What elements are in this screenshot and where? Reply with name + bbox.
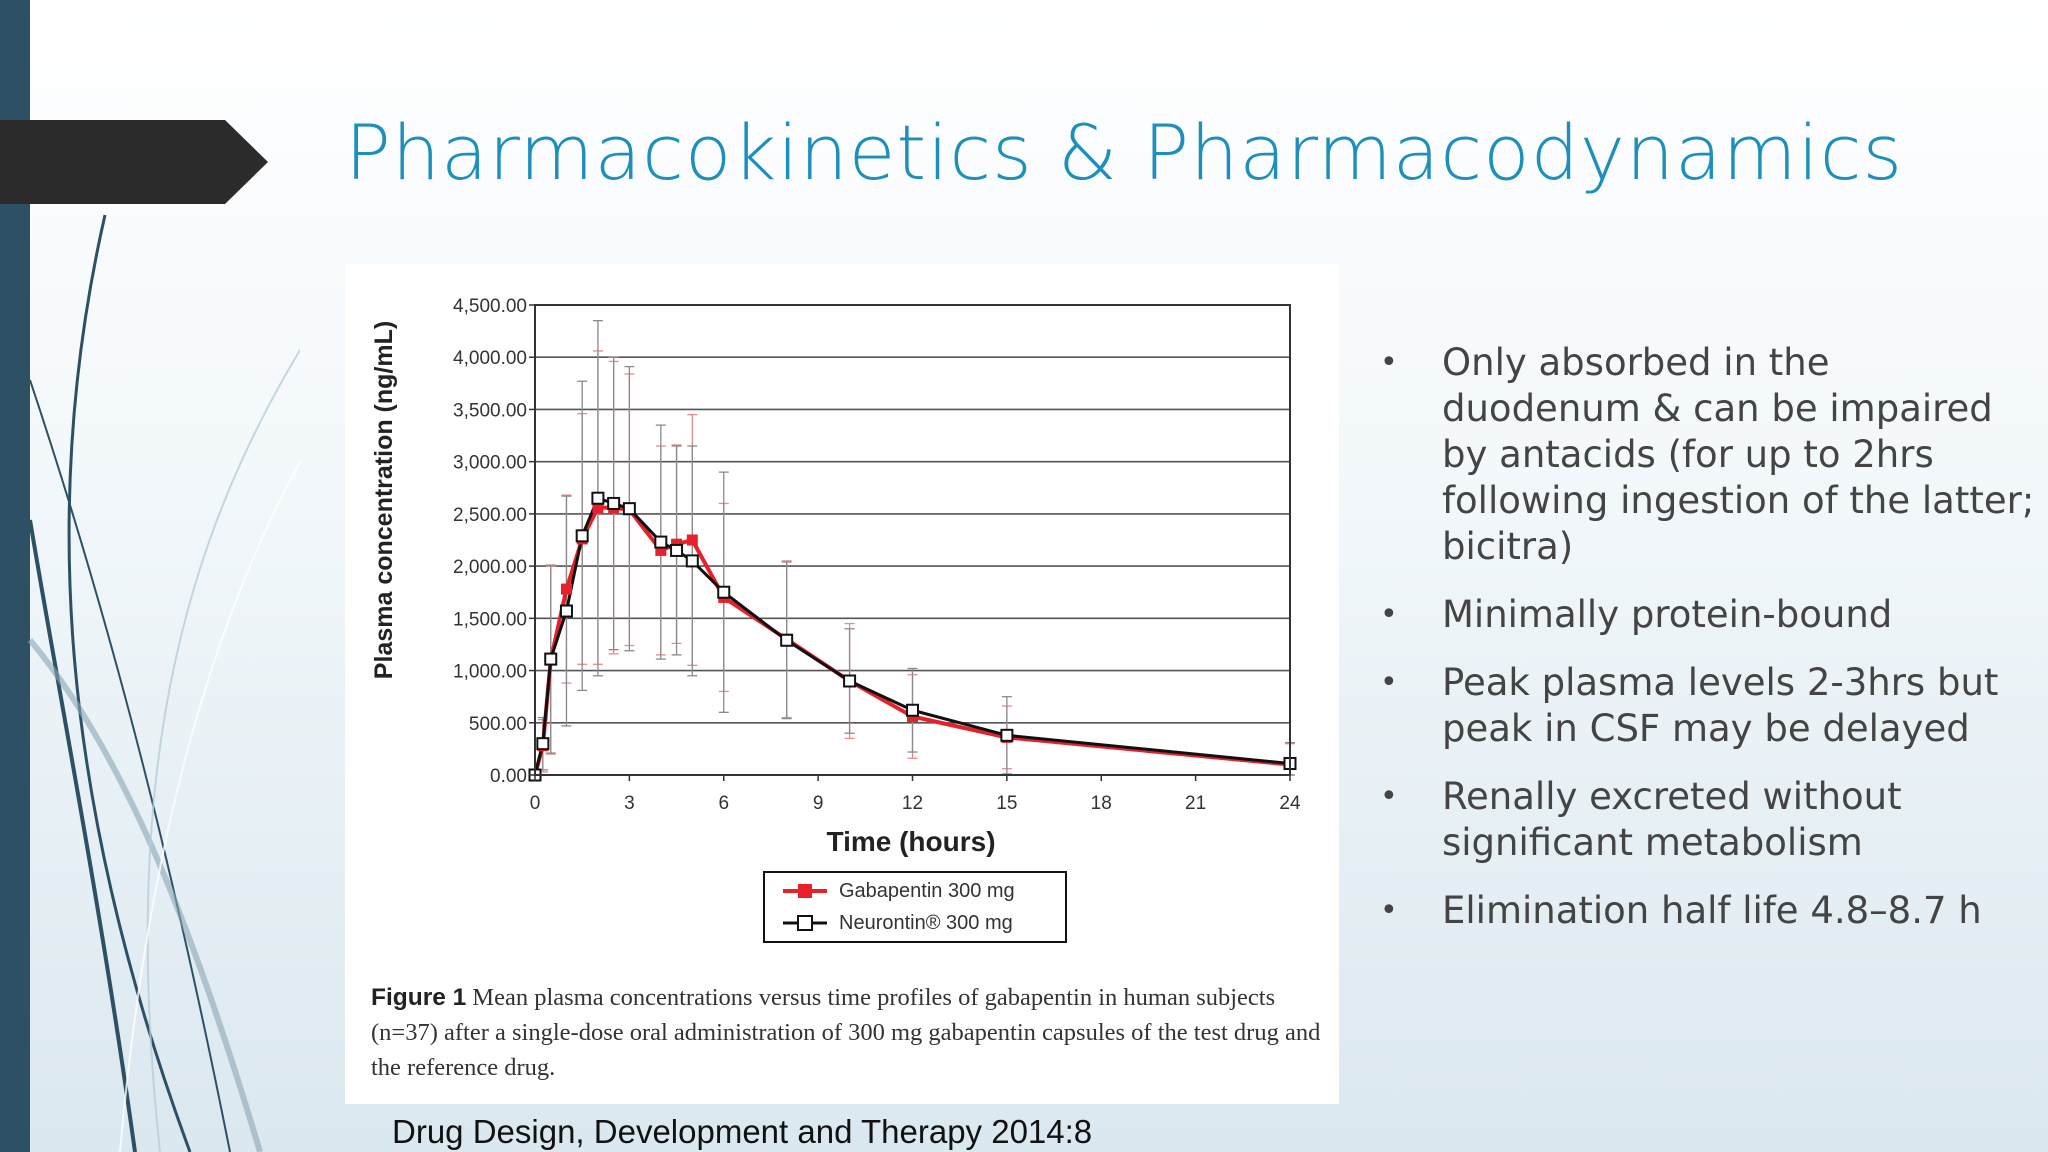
- y-tick-label: 500.00: [469, 714, 527, 735]
- data-point-neurontin: [780, 633, 794, 647]
- x-axis-title: Time (hours): [826, 826, 995, 857]
- chart-legend: Gabapentin 300 mg Neurontin® 300 mg: [763, 871, 1067, 943]
- decorative-swooshes: [27, 214, 300, 1152]
- bullet-dot-icon: •: [1380, 893, 1398, 928]
- legend-item-gabapentin: Gabapentin 300 mg: [783, 876, 1015, 906]
- legend-swatch-neurontin: [783, 915, 827, 931]
- bullet-text: Minimally protein-bound: [1442, 593, 1893, 636]
- y-tick-label: 3,000.00: [453, 453, 527, 474]
- x-tick-label: 21: [1185, 793, 1206, 814]
- data-point-neurontin: [685, 554, 699, 568]
- data-point-gabapentin: [655, 544, 667, 556]
- data-point-neurontin: [575, 529, 589, 543]
- y-tick-label: 2,500.00: [453, 505, 527, 526]
- pk-line-chart: 0.00 500.00 1,000.00 1,500.00 2,000.00 2,500.…: [370, 296, 1301, 857]
- legend-label-neurontin: Neurontin® 300 mg: [839, 911, 1013, 934]
- data-point-neurontin: [654, 535, 668, 549]
- x-tick-label: 9: [813, 793, 824, 814]
- x-tick-label: 12: [902, 793, 923, 814]
- plot-frame: [534, 304, 1291, 776]
- data-point-neurontin: [717, 585, 731, 599]
- x-tick-label: 3: [624, 793, 635, 814]
- swoosh-curve: [29, 379, 231, 1152]
- bullet-item: • Elimination half life 4.8–8.7 h: [1380, 888, 2040, 934]
- data-point-neurontin: [906, 703, 919, 717]
- swoosh-curve: [146, 349, 300, 1152]
- x-tick-label: 15: [996, 793, 1017, 814]
- data-point-neurontin: [536, 737, 550, 751]
- data-point-gabapentin: [686, 534, 698, 546]
- bullet-list: • Only absorbed in the duodenum & can be …: [1380, 340, 2040, 956]
- x-tick-label: 24: [1279, 793, 1301, 814]
- swoosh-curve: [67, 214, 192, 1152]
- legend-item-neurontin: Neurontin® 300 mg: [783, 908, 1013, 938]
- title-arrow-tab: [0, 120, 268, 204]
- bullet-dot-icon: •: [1380, 665, 1398, 700]
- legend-label-gabapentin: Gabapentin 300 mg: [839, 879, 1015, 902]
- bullet-item: • Renally excreted without significant me…: [1380, 774, 2040, 866]
- data-point-neurontin: [591, 491, 605, 505]
- bullet-dot-icon: •: [1380, 597, 1398, 632]
- y-tick-label: 4,000.00: [453, 348, 527, 369]
- axes: 0.00 500.00 1,000.00 1,500.00 2,000.00 2,500.…: [453, 296, 1301, 814]
- legend-swatch-gabapentin: [783, 884, 827, 898]
- y-tick-label: 3,500.00: [453, 400, 527, 421]
- swoosh-curve: [28, 519, 137, 1152]
- bullet-dot-icon: •: [1380, 345, 1398, 380]
- y-tick-label: 2,000.00: [453, 557, 527, 578]
- data-point-neurontin: [622, 502, 636, 516]
- source-citation: Drug Design, Development and Therapy 201…: [392, 1113, 1093, 1150]
- y-tick-label: 1,000.00: [453, 662, 527, 683]
- y-tick-label: 0.00: [490, 766, 527, 787]
- bullet-item: • Peak plasma levels 2-3hrs but peak in C…: [1380, 660, 2040, 752]
- bullet-dot-icon: •: [1380, 779, 1398, 814]
- figure-panel: 0.00 500.00 1,000.00 1,500.00 2,000.00 2,500.…: [345, 264, 1339, 1104]
- data-point-gabapentin: [560, 583, 572, 595]
- data-point-neurontin: [1000, 728, 1014, 742]
- figure-caption: Figure 1 Mean plasma concentrations versu…: [371, 980, 1331, 1085]
- data-point-neurontin: [843, 674, 857, 688]
- data-point-neurontin: [559, 604, 573, 618]
- y-tick-label: 1,500.00: [453, 609, 527, 630]
- swoosh-curve: [119, 460, 300, 1152]
- figure-caption-label: Figure 1: [371, 984, 467, 1011]
- bullet-item: • Only absorbed in the duodenum & can be …: [1380, 340, 2040, 570]
- data-point-gabapentin: [592, 502, 604, 514]
- x-tick-label: 6: [718, 793, 729, 814]
- y-axis-title: Plasma concentration (ng/mL): [370, 321, 398, 679]
- bullet-text: Elimination half life 4.8–8.7 h: [1442, 889, 1982, 932]
- slide-title: Pharmacokinetics & Pharmacodynamics: [345, 108, 1904, 197]
- figure-caption-text: Mean plasma concentrations versus time p…: [371, 984, 1321, 1081]
- bullet-text: Only absorbed in the duodenum & can be i…: [1442, 341, 2035, 568]
- bullet-text: Peak plasma levels 2-3hrs but peak in CS…: [1442, 661, 1999, 750]
- data-point-neurontin: [544, 652, 558, 666]
- bullet-text: Renally excreted without significant met…: [1442, 775, 1902, 864]
- x-tick-label: 18: [1091, 793, 1112, 814]
- y-tick-label: 4,500.00: [453, 296, 527, 317]
- x-tick-label: 0: [530, 793, 541, 814]
- data-point-neurontin: [607, 496, 621, 510]
- data-point-neurontin: [670, 543, 684, 557]
- bullet-item: • Minimally protein-bound: [1380, 592, 2040, 638]
